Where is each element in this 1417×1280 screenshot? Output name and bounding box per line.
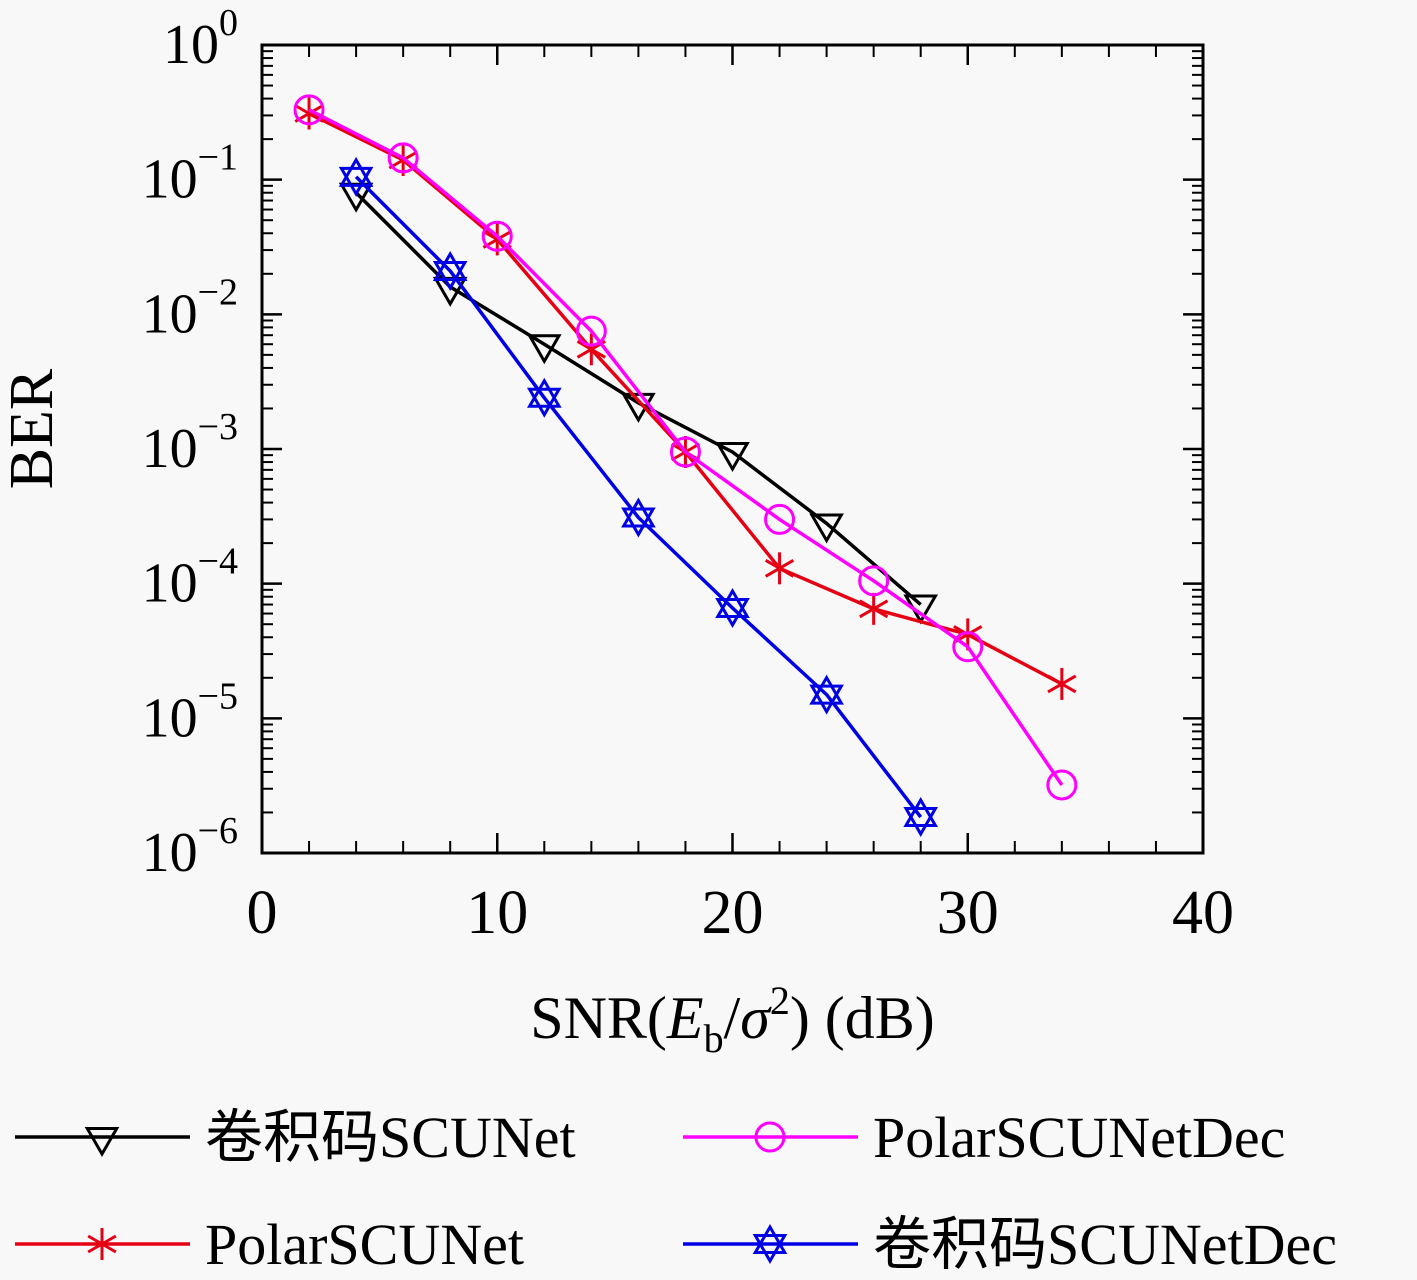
y-tick-label: 10−3 [142, 406, 238, 480]
y-tick-labels: 100 10−1 10−2 10−3 10−4 10−5 10−6 [142, 2, 238, 884]
x-tick-label: 40 [1172, 879, 1234, 947]
legend-label: PolarSCUNet [205, 1212, 524, 1275]
series-3 [338, 156, 939, 838]
series-line [354, 175, 923, 819]
legend: 卷积码SCUNet PolarSCUNetDec PolarSCUNet 卷积码SCU… [15, 1105, 1337, 1277]
series-1 [294, 97, 1077, 700]
x-axis-label: SNR(Eb/σ2) (dB) [530, 978, 935, 1061]
x-tick-label: 0 [247, 879, 278, 947]
x-tick-label: 10 [466, 879, 528, 947]
plot-frame [260, 43, 1205, 855]
y-tick-label: 100 [163, 2, 238, 76]
y-tick-label: 10−2 [142, 271, 238, 345]
y-tick-label: 10−4 [142, 541, 238, 615]
legend-label: PolarSCUNetDec [873, 1105, 1285, 1170]
y-axis-label: BER [0, 368, 66, 489]
legend-item-1: PolarSCUNet [15, 1212, 524, 1277]
legend-item-3: 卷积码SCUNetDec [683, 1212, 1337, 1277]
y-tick-label: 10−5 [142, 675, 238, 749]
x-tick-label: 20 [702, 879, 764, 947]
legend-label: 卷积码SCUNet [205, 1105, 576, 1170]
series-2 [293, 94, 1078, 801]
series-line [308, 108, 1064, 786]
legend-item-2: PolarSCUNetDec [683, 1105, 1285, 1170]
legend-label: 卷积码SCUNetDec [873, 1212, 1337, 1275]
legend-item-0: 卷积码SCUNet [15, 1105, 576, 1170]
x-tick-label: 30 [937, 879, 999, 947]
series-layer [293, 94, 1078, 838]
y-tick-label: 10−1 [142, 137, 238, 211]
x-tick-labels: 0 10 20 30 40 [247, 879, 1235, 947]
y-tick-label: 10−6 [142, 810, 238, 884]
series-line [308, 111, 1063, 686]
